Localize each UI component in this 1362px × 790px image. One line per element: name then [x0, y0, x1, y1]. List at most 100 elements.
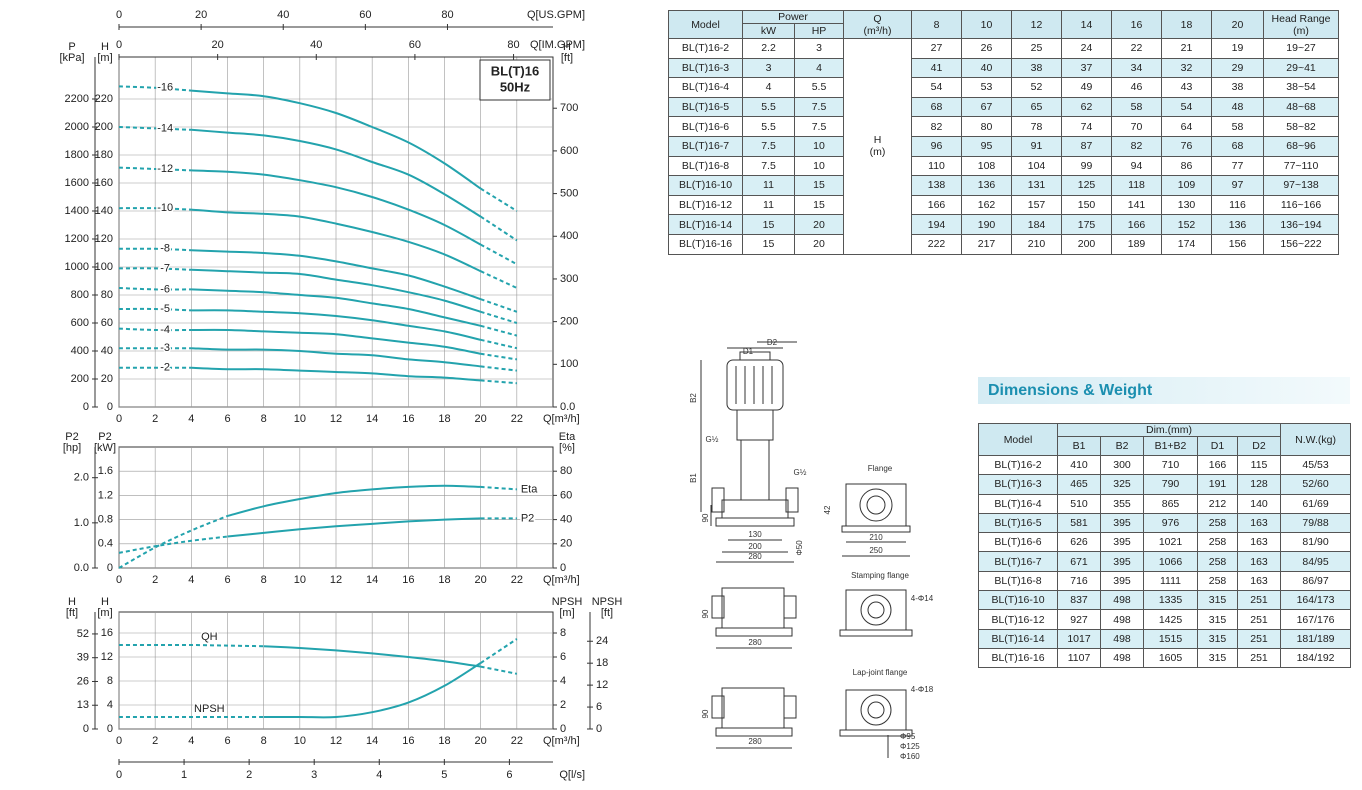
- drawing-shape: [867, 701, 885, 719]
- header-row: Model Power Q (m³/h) 8 10 12 14 16 18 20 Head Range…: [668, 10, 1340, 39]
- chart-title: 50Hz: [500, 79, 531, 94]
- table-cell: 710: [1143, 454, 1198, 476]
- chart: 0 2 4 6 8 10 12 14 16 18 20 22 Q[m³/h] 0 20 40 60 80 100 12…: [59, 9, 585, 425]
- y2-tick-label: 300: [560, 273, 578, 285]
- y-tick-label: 100: [95, 261, 113, 273]
- drawing-label: 4-Φ14: [911, 594, 934, 603]
- table-cell: 131: [1011, 175, 1063, 196]
- cell-line: Q: [873, 12, 882, 25]
- drawing-label: Φ160: [900, 752, 920, 761]
- table-row: BL(T)16-6 5.5 7.5 82 80 78 74 70 64 58 58~82: [668, 116, 1340, 137]
- table-cell: 12: [1011, 10, 1063, 39]
- drawing-shape: [711, 695, 725, 719]
- table-cell: 1515: [1143, 628, 1198, 649]
- table-cell: 81/90: [1280, 532, 1352, 553]
- table-cell: BL(T)16-10: [668, 175, 743, 196]
- table-row: BL(T)16-7 671 395 1066 258 163 84/95: [978, 551, 1352, 572]
- table-cell: 410: [1057, 454, 1101, 476]
- y2-axis-label: [ft]: [561, 52, 573, 64]
- x-tick-label: 12: [330, 574, 342, 586]
- table-cell: 1425: [1143, 609, 1198, 630]
- table-cell: 1335: [1143, 590, 1198, 611]
- table-cell: 251: [1236, 628, 1282, 649]
- x-tick-label: 8: [261, 413, 267, 425]
- table-cell: 163: [1236, 512, 1282, 534]
- y2-axis-label: Eta: [559, 431, 576, 443]
- y2-tick-label: 0: [560, 562, 566, 574]
- table-cell: 194: [911, 214, 963, 235]
- y-tick-label: 4: [107, 699, 113, 711]
- y-tick-label: 0: [107, 723, 113, 735]
- series-label: -7: [160, 262, 170, 274]
- extra-tick-label: 0: [116, 769, 122, 781]
- section-title: Dimensions & Weight: [978, 377, 1350, 404]
- table-cell: 251: [1236, 590, 1282, 611]
- table-cell: BL(T)16-12: [668, 194, 743, 216]
- chart-title: BL(T)16: [491, 63, 539, 78]
- x-tick-label: 20: [475, 574, 487, 586]
- table-cell: BL(T)16-8: [978, 570, 1058, 592]
- table-cell: 109: [1161, 175, 1213, 196]
- drawing-shape: [711, 487, 725, 513]
- series-line: [191, 268, 481, 313]
- extra-axis-label: Q[US.GPM]: [527, 9, 585, 21]
- series-line: [118, 287, 192, 291]
- series-line: [480, 352, 517, 361]
- y-axis-label: H: [101, 41, 109, 53]
- table-cell: 20: [1211, 10, 1265, 39]
- table-cell: 64: [1161, 116, 1213, 137]
- series-line: [480, 379, 517, 385]
- extra-tick-label: 1: [181, 769, 187, 781]
- x-tick-label: 14: [366, 413, 378, 425]
- drawing-label: Flange: [868, 464, 893, 473]
- y-tick-label: 120: [95, 233, 113, 245]
- table-cell: 671: [1057, 551, 1101, 572]
- table-cell: 510: [1057, 493, 1101, 514]
- table-cell: 395: [1100, 512, 1144, 534]
- x-tick-label: 16: [402, 574, 414, 586]
- series-label: -16: [157, 82, 173, 94]
- table-cell: 38~54: [1263, 77, 1340, 98]
- drawing-label: D1: [743, 347, 754, 356]
- table-cell: 166: [1197, 454, 1238, 476]
- series-line: [191, 208, 482, 273]
- outer-axis-label: [hp]: [63, 442, 81, 454]
- y2-tick-label: 700: [560, 102, 578, 114]
- drawing-shape: [839, 629, 913, 637]
- table-cell: 77~110: [1263, 155, 1340, 177]
- drawing-shape: [721, 687, 785, 729]
- table-cell: 20: [793, 214, 845, 235]
- table-cell: 5.5: [742, 116, 795, 137]
- table-cell: 163: [1236, 532, 1282, 553]
- extra-tick-label: 6: [506, 769, 512, 781]
- extra-tick-label: 0: [116, 9, 122, 21]
- table-cell: 20: [793, 233, 845, 255]
- table-cell: 865: [1143, 493, 1198, 514]
- x-tick-label: 2: [152, 735, 158, 747]
- table-cell: BL(T)16-4: [978, 493, 1058, 514]
- series-label: Eta: [521, 483, 538, 495]
- extra-tick-label: 0: [116, 39, 122, 51]
- outer-tick-label: 24: [596, 635, 608, 647]
- table-cell: 1021: [1143, 532, 1198, 553]
- series-line: [480, 270, 518, 289]
- series-line: [118, 166, 192, 172]
- table-cell: 251: [1236, 609, 1282, 630]
- outer-tick-label: 6: [596, 701, 602, 713]
- outer-tick-label: 1400: [65, 205, 89, 217]
- table-cell: 19: [1211, 38, 1265, 59]
- cell-line: (m): [1293, 24, 1309, 37]
- extra-tick-label: 40: [310, 39, 322, 51]
- series-line: [480, 338, 518, 350]
- drawing-label: Stamping flange: [851, 571, 909, 580]
- x-tick-label: 0: [116, 413, 122, 425]
- table-cell: 136: [961, 175, 1013, 196]
- y2-tick-label: 200: [560, 316, 578, 328]
- table-cell: 927: [1057, 609, 1101, 630]
- series-line: [191, 309, 481, 341]
- drawing-shape: [860, 594, 892, 626]
- table-row: BL(T)16-3 3 4 41 40 38 37 34 32 29 29~41: [668, 57, 1340, 79]
- drawing-shape: [740, 439, 770, 501]
- y-tick-label: 60: [101, 317, 113, 329]
- table-cell: 174: [1161, 233, 1213, 255]
